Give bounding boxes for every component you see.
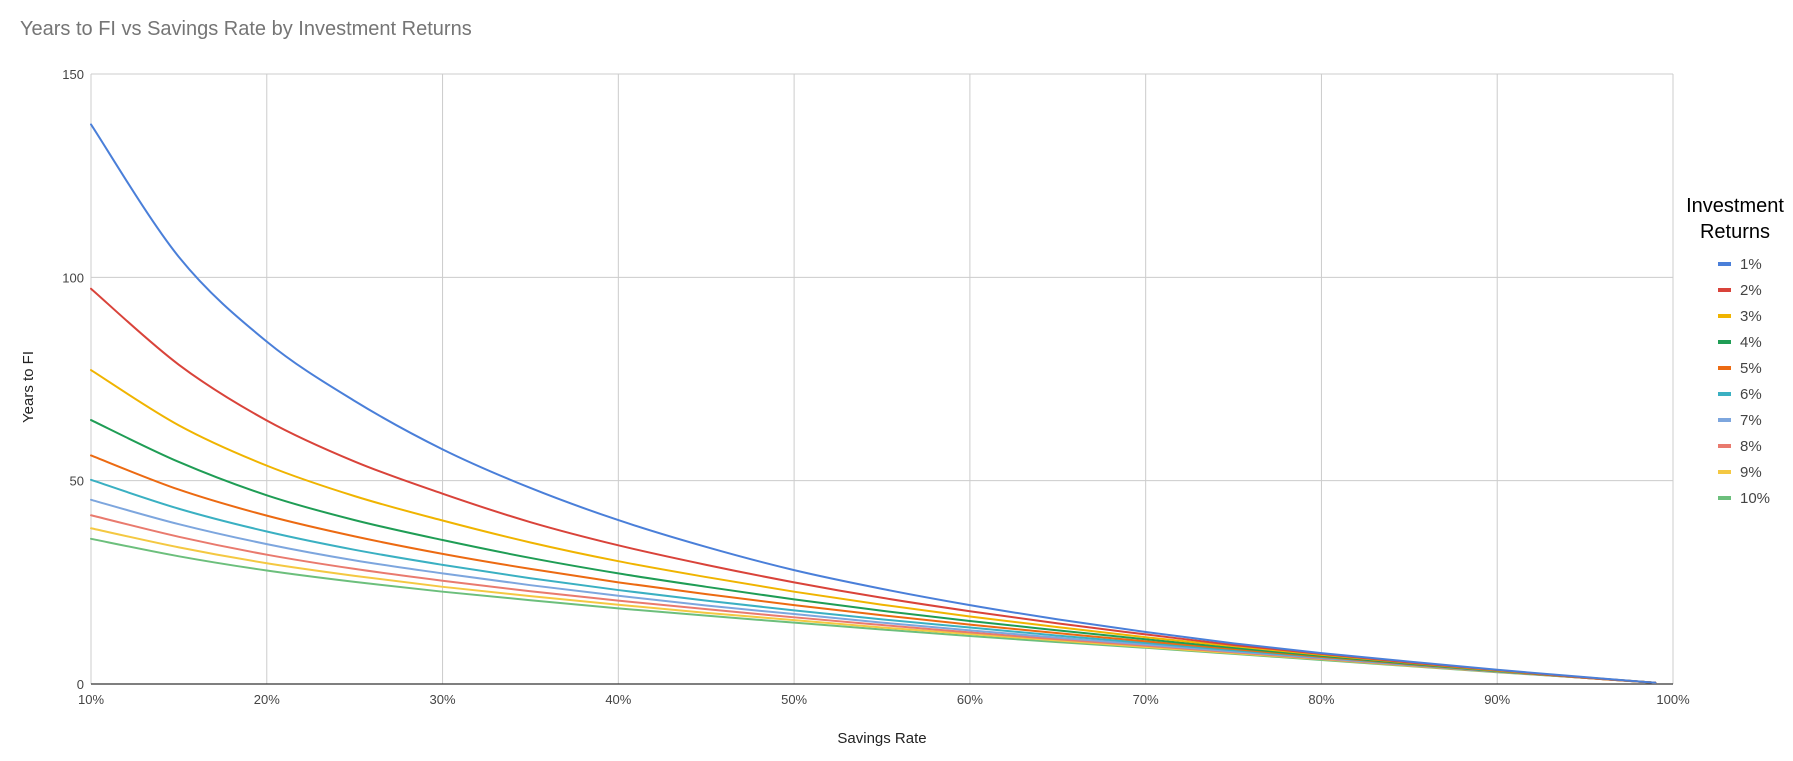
x-tick-label: 50% [781, 692, 807, 707]
x-tick-label: 60% [957, 692, 983, 707]
legend-label: 5% [1740, 360, 1762, 377]
series-line-8pct [90, 514, 1657, 684]
legend-label: 9% [1740, 464, 1762, 481]
x-axis-title: Savings Rate [837, 730, 926, 747]
x-tick-label: 20% [254, 692, 280, 707]
legend-title-line: Returns [1700, 221, 1770, 243]
y-tick-label: 100 [62, 270, 84, 285]
gridlines [90, 73, 1674, 685]
series-lines [90, 123, 1657, 684]
y-tick-label: 150 [62, 67, 84, 82]
x-tick-label: 10% [78, 692, 104, 707]
legend-label: 2% [1740, 282, 1762, 299]
legend-title: Investment Returns [1686, 195, 1784, 243]
x-tick-label: 70% [1133, 692, 1159, 707]
x-tick-label: 40% [605, 692, 631, 707]
x-tick-label: 30% [430, 692, 456, 707]
series-line-9pct [90, 527, 1657, 684]
series-line-5pct [90, 454, 1657, 684]
legend-label: 10% [1740, 490, 1770, 507]
axes: 10% 20% 30% 40% 50% 60% 70% 80% 90% 100% 0 50 100 150 [62, 67, 1690, 707]
series-line-1pct [90, 123, 1657, 684]
series-line-6pct [90, 478, 1657, 684]
legend-label: 4% [1740, 334, 1762, 351]
series-line-10pct [90, 537, 1657, 684]
legend: Investment Returns 1% 2% 3% 4% 5% 6% 7% 8% 9% 10% [1686, 195, 1784, 507]
series-line-3pct [90, 369, 1657, 684]
x-tick-label: 90% [1484, 692, 1510, 707]
x-tick-label: 80% [1308, 692, 1334, 707]
chart-title: Years to FI vs Savings Rate by Investmen… [20, 18, 472, 40]
y-tick-label: 50 [70, 474, 84, 489]
x-tick-label: 100% [1656, 692, 1690, 707]
series-line-7pct [90, 498, 1657, 684]
y-axis-title: Years to FI [20, 351, 37, 423]
y-tick-label: 0 [77, 677, 84, 692]
legend-label: 3% [1740, 308, 1762, 325]
legend-label: 8% [1740, 438, 1762, 455]
legend-label: 6% [1740, 386, 1762, 403]
legend-title-line: Investment [1686, 195, 1784, 217]
series-line-4pct [90, 419, 1657, 684]
legend-label: 1% [1740, 256, 1762, 273]
legend-label: 7% [1740, 412, 1762, 429]
